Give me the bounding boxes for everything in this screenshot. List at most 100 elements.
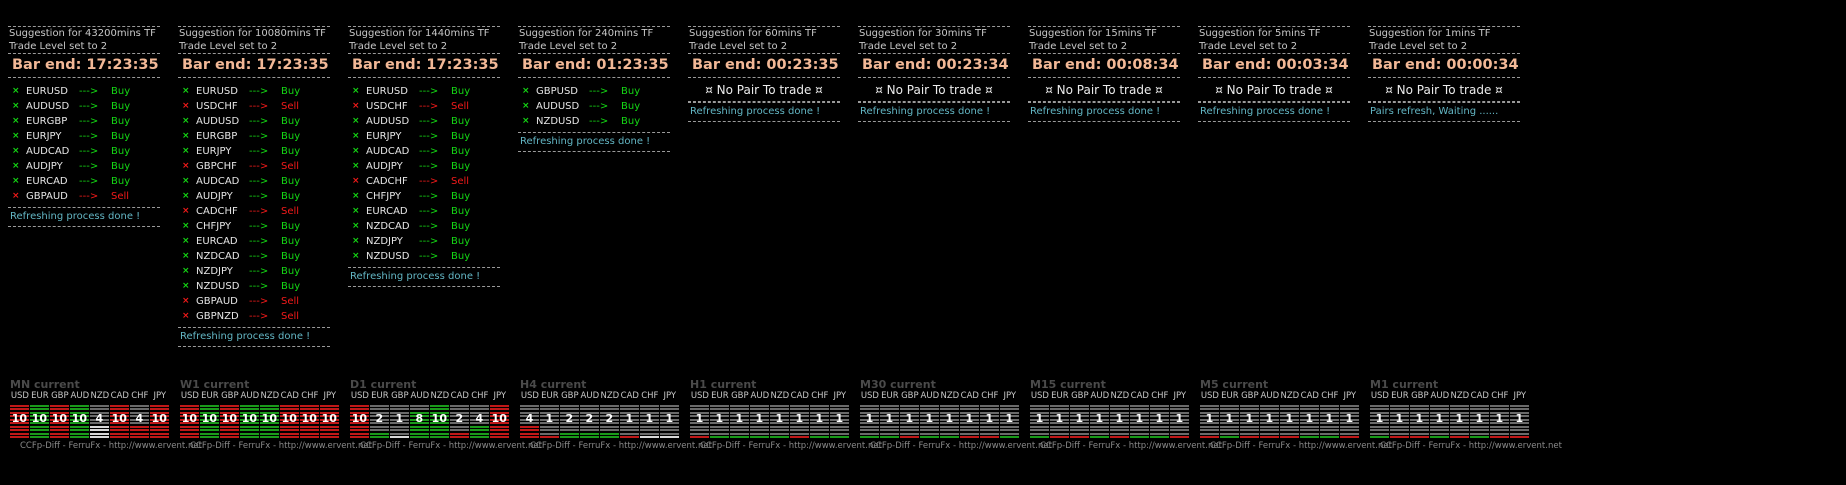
currency-label: EUR: [371, 391, 389, 401]
signal-x-icon: ×: [182, 266, 190, 276]
strength-segment: [579, 422, 599, 424]
strength-bar: 1: [1389, 402, 1409, 438]
currency-label: GBP: [1411, 391, 1429, 401]
strength-segment: [1509, 418, 1529, 421]
pair-row: × USDCHF ---> Sell: [348, 99, 500, 114]
arrow: --->: [79, 131, 99, 142]
arrow: --->: [249, 131, 269, 142]
currency-column: USD 1: [1370, 391, 1390, 438]
divider: [1198, 101, 1350, 102]
strength-segment: [1339, 429, 1359, 431]
strength-segment: [69, 408, 89, 410]
strength-segment: [579, 404, 599, 407]
divider: [858, 102, 1010, 103]
strength-segment: [1469, 436, 1489, 438]
strength-segment: [1069, 429, 1089, 431]
divider: [8, 207, 160, 208]
strength-segment: [469, 432, 489, 435]
strength-segment: [829, 411, 849, 414]
pair-list: × GBPUSD ---> Buy × AUDUSD ---> Buy × NZDUSD ---> B…: [518, 78, 670, 132]
currency-column: JPY 10: [489, 391, 510, 438]
signal-label: Buy: [111, 161, 131, 172]
pair-row: × AUDUSD ---> Buy: [348, 114, 500, 129]
strength-segment: [1049, 432, 1069, 435]
strength-segment: [829, 425, 849, 428]
strength-segment: [409, 415, 429, 417]
divider: [1198, 121, 1350, 122]
strength-value: 1: [865, 412, 874, 425]
strength-segment: [239, 436, 259, 438]
divider: [1028, 77, 1180, 78]
strength-bar: 10: [199, 402, 219, 438]
strength-segment: [429, 425, 449, 428]
meter-credit: CCFp-Diff - FerruFx - http://www.ervent.…: [360, 441, 542, 451]
strength-segment: [1259, 411, 1279, 414]
status-footer: Refreshing process done !: [1030, 106, 1161, 117]
strength-segment: [469, 411, 489, 414]
strength-segment: [1089, 411, 1109, 414]
strength-segment: [709, 422, 729, 424]
strength-segment: [1509, 422, 1529, 424]
strength-segment: [29, 415, 49, 417]
signal-x-icon: ×: [182, 221, 190, 231]
meter-grid: USD 1 EUR 1 GBP 1 AUD 1 NZD 1 CAD 1 CHF 1 JPY 1: [1028, 391, 1218, 438]
strength-segment: [919, 425, 939, 428]
strength-segment: [1169, 429, 1189, 431]
pair-symbol: NZDUSD: [366, 251, 410, 262]
bar-end-timer: Bar end: 17:23:35: [352, 57, 499, 73]
strength-segment: [729, 408, 749, 410]
strength-segment: [49, 436, 69, 438]
strength-bar: 2: [599, 402, 619, 438]
strength-segment: [1299, 425, 1319, 428]
strength-value: 2: [605, 412, 614, 425]
strength-segment: [1049, 418, 1069, 421]
strength-segment: [259, 411, 279, 414]
strength-segment: [319, 432, 339, 435]
pair-row: × GBPAUD ---> Sell: [8, 189, 160, 204]
currency-column: CAD 1: [619, 391, 640, 438]
currency-column: USD 1: [1200, 391, 1220, 438]
panel-subtitle: Trade Level set to 2: [9, 41, 108, 52]
strength-segment: [1449, 429, 1469, 431]
strength-segment: [959, 436, 979, 438]
strength-segment: [1089, 425, 1109, 428]
strength-segment: [350, 425, 369, 428]
currency-column: CAD 10: [109, 391, 130, 438]
arrow: --->: [79, 101, 99, 112]
pair-row: × EURUSD ---> Buy: [178, 84, 330, 99]
signal-x-icon: ×: [522, 86, 530, 96]
strength-value: 10: [261, 412, 277, 425]
strength-segment: [319, 422, 339, 424]
strength-segment: [1389, 432, 1409, 435]
strength-segment: [129, 432, 149, 435]
strength-segment: [1239, 422, 1259, 424]
arrow: --->: [79, 161, 99, 172]
strength-segment: [199, 425, 219, 428]
currency-column: CHF 10: [299, 391, 320, 438]
strength-segment: [149, 436, 169, 438]
currency-column: NZD 1: [1109, 391, 1130, 438]
strength-segment: [369, 404, 389, 407]
strength-segment: [599, 422, 619, 424]
strength-bar: 1: [999, 402, 1019, 438]
strength-segment: [979, 429, 999, 431]
strength-segment: [1449, 411, 1469, 414]
strength-segment: [1149, 411, 1169, 414]
divider: [688, 121, 840, 122]
suggestion-panel: Suggestion for 30mins TF Trade Level set …: [858, 26, 1010, 122]
strength-segment: [1370, 429, 1389, 431]
divider: [1198, 53, 1350, 54]
strength-segment: [769, 418, 789, 421]
currency-label: USD: [180, 391, 199, 401]
divider: [688, 77, 840, 78]
strength-segment: [10, 411, 29, 414]
pair-symbol: CADCHF: [366, 176, 408, 187]
strength-segment: [369, 429, 389, 431]
strength-value: 1: [945, 412, 954, 425]
strength-segment: [1389, 408, 1409, 410]
pair-symbol: EURCAD: [196, 236, 238, 247]
strength-segment: [429, 404, 449, 407]
strength-segment: [599, 425, 619, 428]
signal-x-icon: ×: [182, 281, 190, 291]
strength-segment: [180, 425, 199, 428]
